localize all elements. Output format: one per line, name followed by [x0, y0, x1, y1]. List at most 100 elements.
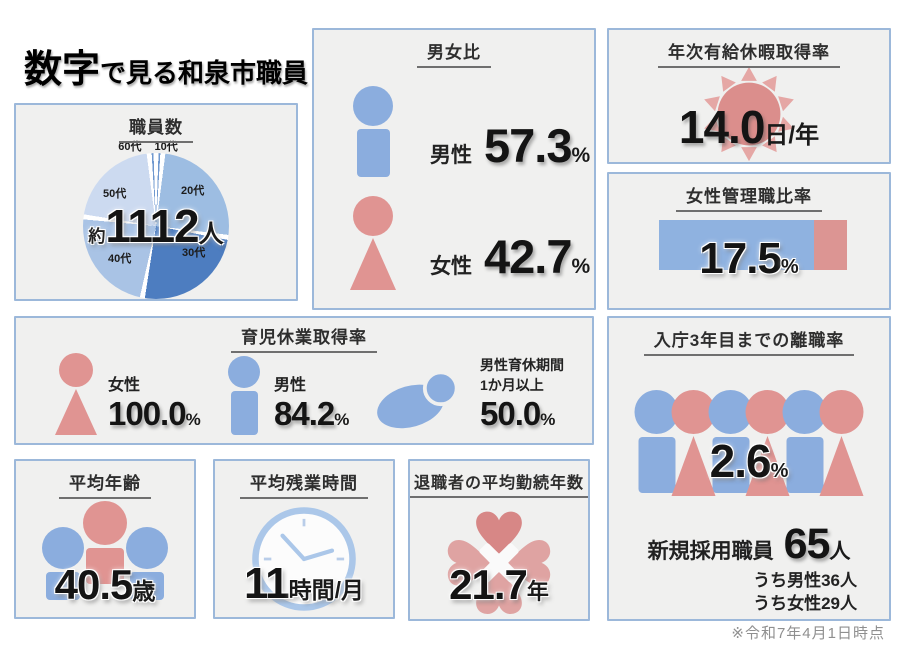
- heart-clover-icon: [447, 511, 551, 615]
- average-age-value-row: 40.5 歳: [16, 561, 194, 609]
- panel-overtime: 平均残業時間 11 時間/月: [213, 459, 395, 619]
- tenure-unit: 年: [526, 579, 549, 604]
- male-label: 男性: [430, 144, 472, 167]
- pie-label-10s: 10代: [154, 141, 178, 153]
- panel-gender-ratio: 男女比 男性 57.3 % 女性 42.7 %: [312, 28, 596, 310]
- overtime-title: 平均残業時間: [240, 469, 368, 499]
- new-hires-figures: [634, 390, 865, 496]
- childcare-duration-value: 50.0: [480, 395, 541, 432]
- female-person-icon: [346, 196, 400, 290]
- male-percent: %: [571, 144, 591, 167]
- turnover-value-row: 2.6 %: [609, 434, 889, 488]
- childcare-female-value: 100.0: [108, 395, 187, 432]
- new-hires-breakdown: うち男性36人 うち女性29人: [753, 570, 857, 616]
- managers-bar-segment-male: [659, 220, 815, 270]
- pie-label-40s: 40代: [108, 253, 132, 265]
- male-person-icon: [346, 86, 400, 177]
- overtime-value: 11: [244, 559, 290, 608]
- trio-female-center-icon: [81, 501, 129, 584]
- turnover-title: 入庁3年目までの離職率: [643, 326, 855, 356]
- paid-leave-unit: 日/年: [764, 122, 820, 149]
- male-value: 57.3: [484, 119, 572, 172]
- childcare-male-group: 男性 84.2 %: [224, 356, 349, 435]
- footnote: ※令和7年4月1日時点: [731, 625, 885, 642]
- male-ratio-row: 男性 57.3 %: [346, 86, 590, 177]
- figure-female-icon: [819, 390, 865, 496]
- staff-age-pie: 50代 20代 40代 30代 約 1112 人: [83, 153, 229, 299]
- panel-tenure: 退職者の平均勤続年数 21.7 年: [408, 459, 590, 621]
- panel-female-managers: 女性管理職比率 17.5 %: [607, 172, 891, 310]
- tenure-value-row: 21.7 年: [410, 561, 588, 609]
- female-ratio-row: 女性 42.7 %: [346, 196, 590, 290]
- trio-male-right-icon: [124, 527, 170, 600]
- clock-icon: [252, 507, 356, 611]
- average-age-value: 40.5: [54, 561, 134, 608]
- page-title-rest: で見る和泉市職員: [100, 58, 309, 88]
- page-title: 数字で見る和泉市職員: [24, 38, 308, 93]
- panel-childcare-leave: 育児休業取得率 女性 100.0 % 男性 84.2: [14, 316, 594, 445]
- turnover-value: 2.6: [709, 435, 772, 487]
- sun-icon: [704, 66, 794, 162]
- panel-staff-count: 職員数 60代 10代 50代 20代 40代 30代 約 1112 人: [14, 103, 298, 301]
- female-managers-percent: %: [780, 256, 799, 278]
- panel-average-age: 平均年齢 40.5 歳: [14, 459, 196, 619]
- female-managers-bar: [659, 220, 847, 270]
- childcare-female-label: 女性: [108, 377, 141, 394]
- figure-female-icon: [745, 390, 791, 496]
- tenure-title: 退職者の平均勤続年数: [410, 469, 588, 498]
- female-managers-title: 女性管理職比率: [676, 182, 822, 212]
- childcare-duration-percent: %: [540, 410, 556, 429]
- pie-label-30s: 30代: [182, 247, 206, 259]
- turnover-percent: %: [770, 460, 789, 482]
- trio-male-left-icon: [40, 527, 86, 600]
- page-title-emphasis: 数字: [24, 49, 101, 91]
- paid-leave-title: 年次有給休暇取得率: [658, 38, 840, 68]
- childcare-male-percent: %: [334, 410, 350, 429]
- new-hires-value: 65: [783, 520, 831, 568]
- panel-paid-leave: 年次有給休暇取得率 14.0 日/年: [607, 28, 891, 164]
- childcare-duration-label-1: 男性育休期間: [480, 357, 564, 373]
- pie-label-20s: 20代: [181, 185, 205, 197]
- staff-count-title: 職員数: [119, 113, 193, 143]
- childcare-male-icon: [224, 356, 264, 435]
- staff-count-value: 約 1112 人: [83, 153, 229, 299]
- childcare-female-percent: %: [185, 410, 201, 429]
- paid-leave-value: 14.0: [678, 101, 766, 153]
- female-managers-value-row: 17.5 %: [609, 234, 889, 284]
- new-hires-female-detail: うち女性29人: [753, 593, 857, 613]
- overtime-value-row: 11 時間/月: [215, 559, 393, 609]
- tenure-value: 21.7: [449, 561, 528, 608]
- childcare-leave-title: 育児休業取得率: [231, 323, 377, 353]
- childcare-duration-label-2: 1か月以上: [480, 377, 544, 393]
- female-percent: %: [571, 255, 591, 278]
- childcare-female-group: 女性 100.0 %: [52, 353, 201, 435]
- female-value: 42.7: [484, 230, 572, 283]
- new-hires-unit: 人: [829, 540, 851, 563]
- gender-ratio-title: 男女比: [417, 38, 491, 68]
- childcare-male-value: 84.2: [274, 395, 335, 432]
- figure-male-icon: [782, 390, 828, 496]
- staff-count-unit: 人: [198, 220, 224, 248]
- figure-female-icon: [671, 390, 717, 496]
- female-managers-value: 17.5: [699, 234, 782, 283]
- staff-count-prefix: 約: [88, 227, 106, 246]
- new-hires-male-detail: うち男性36人: [753, 571, 857, 590]
- overtime-unit: 時間/月: [288, 577, 364, 603]
- managers-bar-segment-female: [814, 220, 847, 270]
- childcare-male-label: 男性: [274, 377, 307, 394]
- average-age-unit: 歳: [132, 578, 156, 604]
- figure-male-icon: [634, 390, 680, 496]
- childcare-female-icon: [52, 353, 100, 435]
- panel-turnover: 入庁3年目までの離職率: [607, 316, 891, 621]
- pie-outside-labels: 60代 10代: [16, 138, 288, 154]
- age-trio-icons: [40, 501, 170, 600]
- staff-count-number: 1112: [105, 200, 199, 252]
- pie-label-60s: 60代: [118, 141, 142, 153]
- average-age-title: 平均年齢: [59, 469, 151, 499]
- childcare-duration-group: 男性育休期間 1か月以上 50.0 %: [368, 355, 564, 433]
- paid-leave-value-row: 14.0 日/年: [609, 100, 889, 154]
- pie-label-50s: 50代: [103, 188, 127, 200]
- new-hires-row: 新規採用職員 65 人: [609, 520, 889, 569]
- female-label: 女性: [430, 255, 472, 278]
